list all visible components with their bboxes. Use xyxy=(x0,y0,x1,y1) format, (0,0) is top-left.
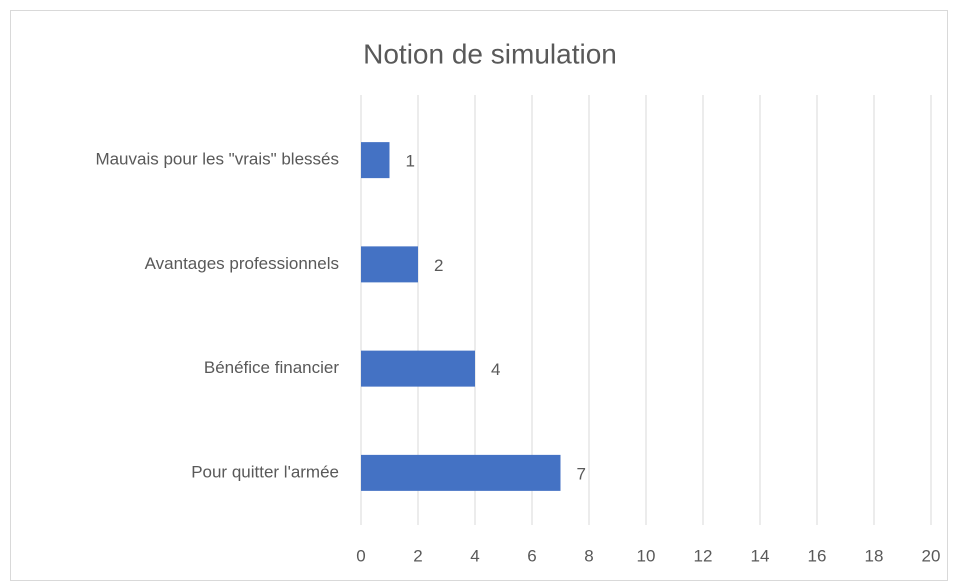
y-tick-label: Bénéfice financier xyxy=(204,358,339,377)
x-tick-label: 18 xyxy=(865,546,884,565)
y-tick-label: Mauvais pour les "vrais" blessés xyxy=(95,150,339,169)
x-tick-label: 8 xyxy=(584,546,593,565)
x-tick-label: 10 xyxy=(637,546,656,565)
data-label: 1 xyxy=(406,152,415,171)
bar xyxy=(361,246,418,283)
chart-border xyxy=(10,10,948,581)
data-label: 7 xyxy=(577,464,586,483)
x-tick-label: 16 xyxy=(808,546,827,565)
bar xyxy=(361,350,475,387)
data-label: 2 xyxy=(434,256,443,275)
data-label: 4 xyxy=(491,360,500,379)
x-tick-label: 20 xyxy=(922,546,941,565)
x-tick-label: 4 xyxy=(470,546,479,565)
x-tick-label: 14 xyxy=(751,546,770,565)
x-tick-label: 6 xyxy=(527,546,536,565)
y-tick-label: Avantages professionnels xyxy=(145,254,339,273)
x-tick-label: 12 xyxy=(694,546,713,565)
x-tick-label: 0 xyxy=(356,546,365,565)
bar xyxy=(361,454,561,491)
x-tick-label: 2 xyxy=(413,546,422,565)
bar xyxy=(361,142,390,179)
y-tick-label: Pour quitter l'armée xyxy=(191,462,339,481)
chart-title: Notion de simulation xyxy=(363,38,617,69)
